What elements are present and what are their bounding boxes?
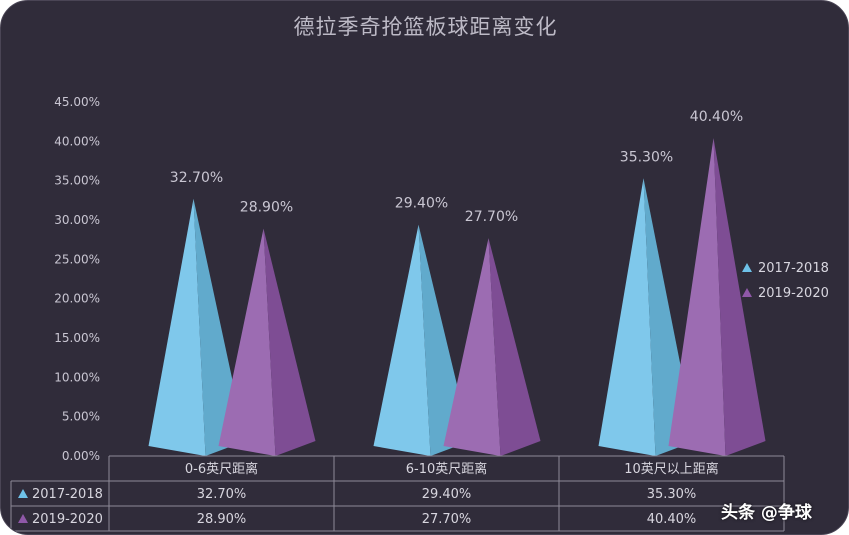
table-cell: 35.30% (647, 487, 697, 502)
chart-title: 德拉季奇抢篮板球距离变化 (293, 15, 558, 39)
table-cell: 32.70% (197, 487, 247, 502)
y-tick-label: 5.00% (62, 410, 100, 424)
table-cell: 29.40% (422, 487, 472, 502)
pyramid-left-face (443, 238, 501, 456)
y-tick-label: 25.00% (54, 252, 100, 266)
data-label: 28.90% (240, 200, 293, 216)
table-series-name: 2017-2018 (32, 487, 103, 502)
y-tick-label: 30.00% (54, 213, 100, 227)
pyramid-left-face (218, 228, 276, 456)
category-label: 0-6英尺距离 (185, 461, 258, 477)
category-label: 10英尺以上距离 (624, 461, 719, 477)
pyramid-left-face (598, 178, 656, 456)
y-tick-label: 15.00% (54, 331, 100, 345)
legend-entry: 2017-2018 (758, 261, 829, 276)
data-label: 40.40% (690, 109, 743, 125)
pyramid-right-face (488, 238, 541, 456)
y-tick-label: 20.00% (54, 292, 100, 306)
data-label: 35.30% (620, 149, 673, 165)
pyramid-left-face (373, 224, 431, 456)
category-label: 6-10英尺距离 (406, 461, 488, 477)
watermark: 头条 @争球 (721, 503, 812, 523)
table-cell: 27.70% (422, 512, 472, 527)
legend-marker (742, 263, 752, 272)
table-cell: 40.40% (647, 512, 697, 527)
table-series-name: 2019-2020 (32, 512, 103, 527)
legend-marker (742, 288, 752, 297)
y-tick-label: 0.00% (62, 449, 100, 463)
legend-entry: 2019-2020 (758, 286, 829, 301)
y-tick-label: 45.00% (54, 95, 100, 109)
pyramid-left-face (148, 198, 206, 456)
pyramid-right-face (713, 138, 766, 457)
y-tick-label: 35.00% (54, 174, 100, 188)
pyramid-left-face (668, 138, 726, 457)
table-cell: 28.90% (197, 512, 247, 527)
data-label: 27.70% (465, 209, 518, 225)
y-tick-label: 10.00% (54, 370, 100, 384)
data-label: 32.70% (170, 170, 223, 186)
table-series-marker (18, 514, 28, 523)
data-label: 29.40% (395, 196, 448, 212)
pyramid-right-face (263, 228, 316, 456)
table-series-marker (18, 489, 28, 498)
y-tick-label: 40.00% (54, 134, 100, 148)
